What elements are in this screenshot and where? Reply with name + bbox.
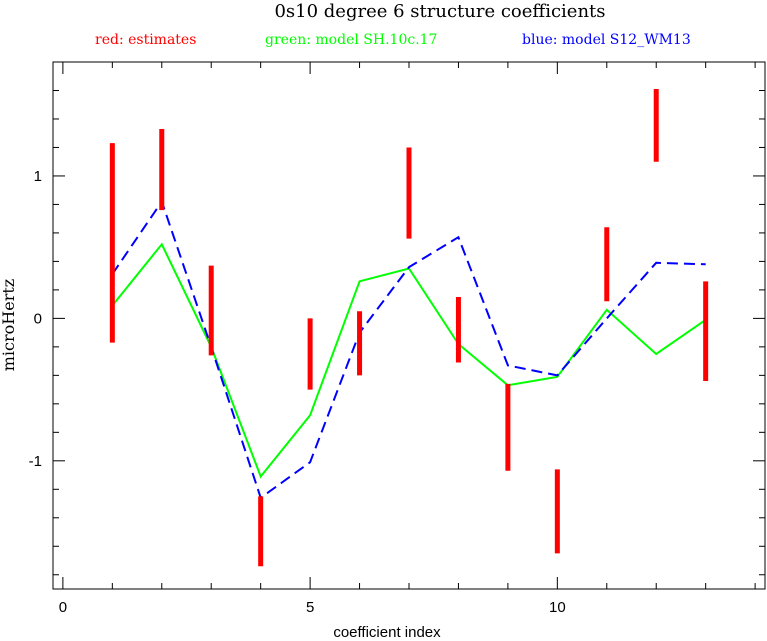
legend-model-sh: green: model SH.10c.17 <box>265 32 437 48</box>
y-axis-label: microHertz <box>0 279 18 371</box>
legend-model-s12: blue: model S12_WM13 <box>522 32 691 48</box>
series-layer <box>111 199 707 500</box>
x-tick-label: 10 <box>549 599 566 616</box>
x-axis-label: coefficient index <box>333 624 441 641</box>
series-line-model-sh <box>111 242 707 479</box>
chart-title: 0s10 degree 6 structure coefficients <box>274 1 605 22</box>
y-tick-label: -1 <box>29 453 42 470</box>
estimate-bars <box>109 89 709 567</box>
y-axis-ticks: -1 0 1 <box>29 61 765 576</box>
y-tick-label: 1 <box>34 168 42 185</box>
legend-estimates: red: estimates <box>95 32 196 48</box>
x-axis-ticks: 0 5 10 <box>59 62 756 616</box>
x-tick-label: 5 <box>306 599 314 616</box>
series-line-model-s12 <box>111 199 706 500</box>
y-tick-label: 0 <box>34 310 42 327</box>
legend: red: estimates green: model SH.10c.17 bl… <box>95 32 691 48</box>
x-tick-label: 0 <box>59 599 67 616</box>
